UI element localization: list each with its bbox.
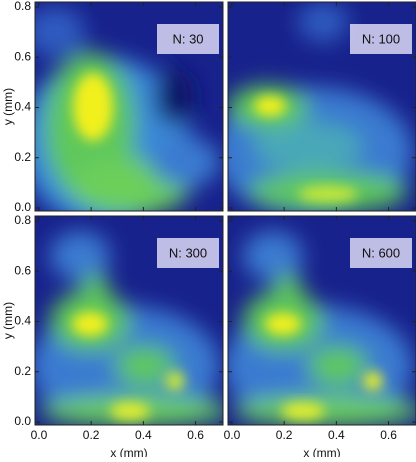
x-tick-label: 0.4 xyxy=(328,428,345,442)
y-tick-label: 0.0 xyxy=(14,414,31,428)
panel-frame xyxy=(34,1,224,212)
x-axis-label: x (mm) xyxy=(110,446,147,457)
x-tick-label: 0.2 xyxy=(83,428,100,442)
annotation-box xyxy=(157,238,219,268)
y-tick-label: 0.6 xyxy=(14,49,31,63)
panel-frame xyxy=(34,215,224,426)
annotation-box xyxy=(350,238,412,268)
y-axis-label: y (mm) xyxy=(1,302,15,339)
panel-frame xyxy=(227,1,416,212)
y-tick-label: 0.4 xyxy=(14,314,31,328)
y-tick-label: 0.4 xyxy=(14,100,31,114)
annotation: N: 300 xyxy=(169,245,207,260)
y-tick-label: 0.8 xyxy=(14,0,31,13)
y-tick-label: 0.2 xyxy=(14,150,31,164)
annotation-box xyxy=(350,24,412,54)
y-tick-label: 0.0 xyxy=(14,200,31,214)
y-axis-label: y (mm) xyxy=(1,88,15,125)
x-tick-label: 0.4 xyxy=(135,428,152,442)
annotation-box xyxy=(157,24,219,54)
x-tick-label: 0.6 xyxy=(187,428,204,442)
x-tick-label: 0.0 xyxy=(224,428,241,442)
annotation: N: 30 xyxy=(172,31,203,46)
x-tick-label: 0.6 xyxy=(380,428,397,442)
y-tick-label: 0.8 xyxy=(14,213,31,227)
x-tick-label: 0.0 xyxy=(31,428,48,442)
x-axis-label: x (mm) xyxy=(303,446,340,457)
x-tick-label: 0.2 xyxy=(276,428,293,442)
annotation: N: 100 xyxy=(362,31,400,46)
annotation: N: 600 xyxy=(362,245,400,260)
heatmap-panel: N: 100 xyxy=(227,1,416,212)
heatmap-panel: 0.0 0.2 0.4 0.6 x (mm) N: 600 xyxy=(224,215,416,460)
heatmap-image xyxy=(35,216,223,425)
y-tick-label: 0.6 xyxy=(14,263,31,277)
heatmap-panel: 0.0 0.2 0.4 0.6 0.0 0.2 0.4 0.6 0.8 x (mm) y (mm) N… xyxy=(1,213,224,460)
y-tick-label: 0.2 xyxy=(14,364,31,378)
heatmap-panel: 0.0 0.2 0.4 0.6 0.8 y (mm) N: 30 xyxy=(1,0,224,214)
panel-frame xyxy=(227,215,416,426)
